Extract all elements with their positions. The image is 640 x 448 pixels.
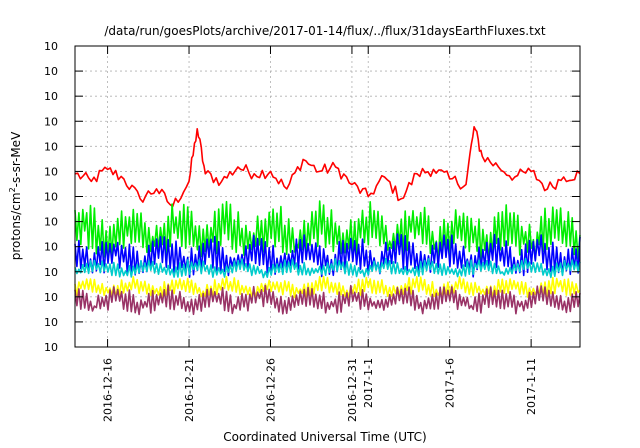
series-line [74, 275, 581, 299]
x-tick-label: 2017-1-6 [444, 358, 457, 408]
y-tick-label: 10 [44, 115, 58, 128]
x-axis-label: Coordinated Universal Time (UTC) [223, 430, 426, 444]
y-tick-label: 10 [44, 191, 58, 204]
x-tick-label: 2017-1-11 [525, 358, 538, 415]
y-axis-label-prefix: protons/cm [9, 192, 23, 260]
x-axis: 2016-12-16 2016-12-21 2016-12-26 2016-12-31… [102, 46, 538, 422]
y-tick-label: 10 [44, 90, 58, 103]
x-tick-label: 2016-12-26 [264, 358, 277, 422]
y-tick-label: 10 [44, 316, 58, 329]
x-tick-label: 2016-12-16 [102, 358, 115, 422]
y-axis-label-suffix: -s-sr-MeV [9, 131, 23, 187]
y-tick-label: 10 [44, 216, 58, 229]
series-line [74, 233, 581, 278]
y-tick-label: 10 [44, 40, 58, 53]
x-tick-label: 2016-12-21 [183, 358, 196, 422]
series-line [74, 257, 581, 279]
x-tick-label: 2016-12-31 [346, 358, 359, 422]
series-line [74, 284, 581, 316]
y-tick-label: 10 [44, 291, 58, 304]
y-tick-label: 10 [44, 341, 58, 354]
y-tick-label: 10 [44, 65, 58, 78]
series-line [74, 126, 581, 208]
x-tick-label: 2017-1-1 [362, 358, 375, 408]
series-group [74, 126, 581, 316]
y-axis-label-sup: 2 [8, 187, 17, 192]
y-tick-label: 10 [44, 241, 58, 254]
y-axis: 10-610-510-410-310-210-11001011021031041… [44, 40, 580, 354]
y-tick-label: 10 [44, 165, 58, 178]
series-line [74, 200, 581, 262]
y-tick-label: 10 [44, 266, 58, 279]
chart-title: /data/run/goesPlots/archive/2017-01-14/f… [104, 24, 546, 38]
y-axis-label: protons/cm2-s-sr-MeV [8, 131, 23, 260]
y-tick-label: 10 [44, 140, 58, 153]
